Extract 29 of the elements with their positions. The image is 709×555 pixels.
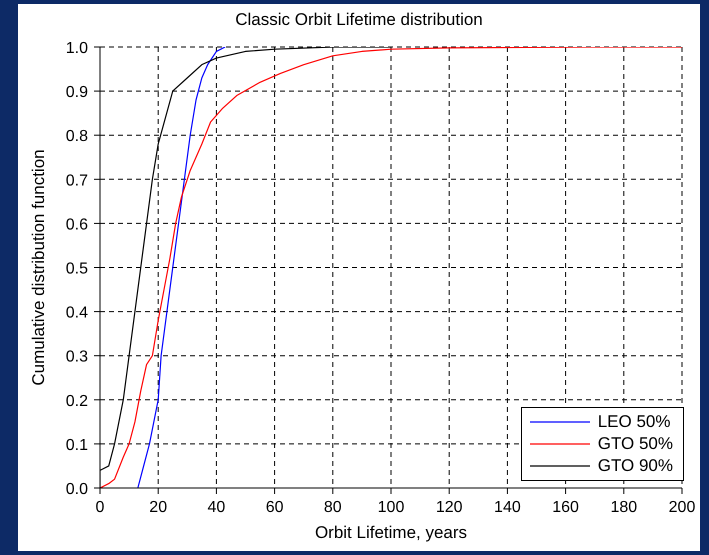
line-series bbox=[137, 47, 226, 488]
y-tick-label: 0.4 bbox=[66, 304, 88, 322]
x-tick-label: 160 bbox=[552, 499, 580, 516]
x-axis-title: Orbit Lifetime, years bbox=[314, 523, 468, 542]
x-tick-label: 180 bbox=[610, 499, 638, 516]
y-tick-label: 0.1 bbox=[66, 436, 88, 454]
x-tick-label: 60 bbox=[266, 499, 284, 516]
legend-label: GTO 50% bbox=[598, 433, 673, 455]
y-tick-label: 0.0 bbox=[66, 481, 88, 498]
x-tick-label: 20 bbox=[149, 499, 168, 516]
x-tick-label: 100 bbox=[378, 499, 404, 516]
y-tick-label: 0.7 bbox=[66, 172, 88, 190]
y-axis-title: Cumulative distribution function bbox=[29, 149, 48, 386]
chart-title: Classic Orbit Lifetime distribution bbox=[234, 10, 484, 30]
y-tick-label: 0.3 bbox=[66, 348, 88, 366]
legend-label: GTO 90% bbox=[598, 455, 673, 477]
y-tick-label: 0.8 bbox=[66, 128, 88, 146]
x-tick-label: 140 bbox=[494, 499, 521, 516]
y-tick-label: 0.5 bbox=[66, 260, 88, 278]
x-tick-label: 80 bbox=[324, 499, 342, 516]
y-tick-label: 1.0 bbox=[66, 40, 88, 57]
y-tick-label: 0.2 bbox=[66, 392, 88, 410]
x-tick-label: 40 bbox=[208, 499, 226, 516]
y-tick-label: 0.6 bbox=[66, 216, 88, 234]
legend-label: LEO 50% bbox=[598, 411, 670, 433]
x-tick-label: 200 bbox=[668, 499, 696, 516]
x-tick-label: 0 bbox=[96, 499, 105, 516]
y-tick-label: 0.9 bbox=[66, 84, 88, 102]
x-tick-label: 120 bbox=[436, 499, 463, 516]
